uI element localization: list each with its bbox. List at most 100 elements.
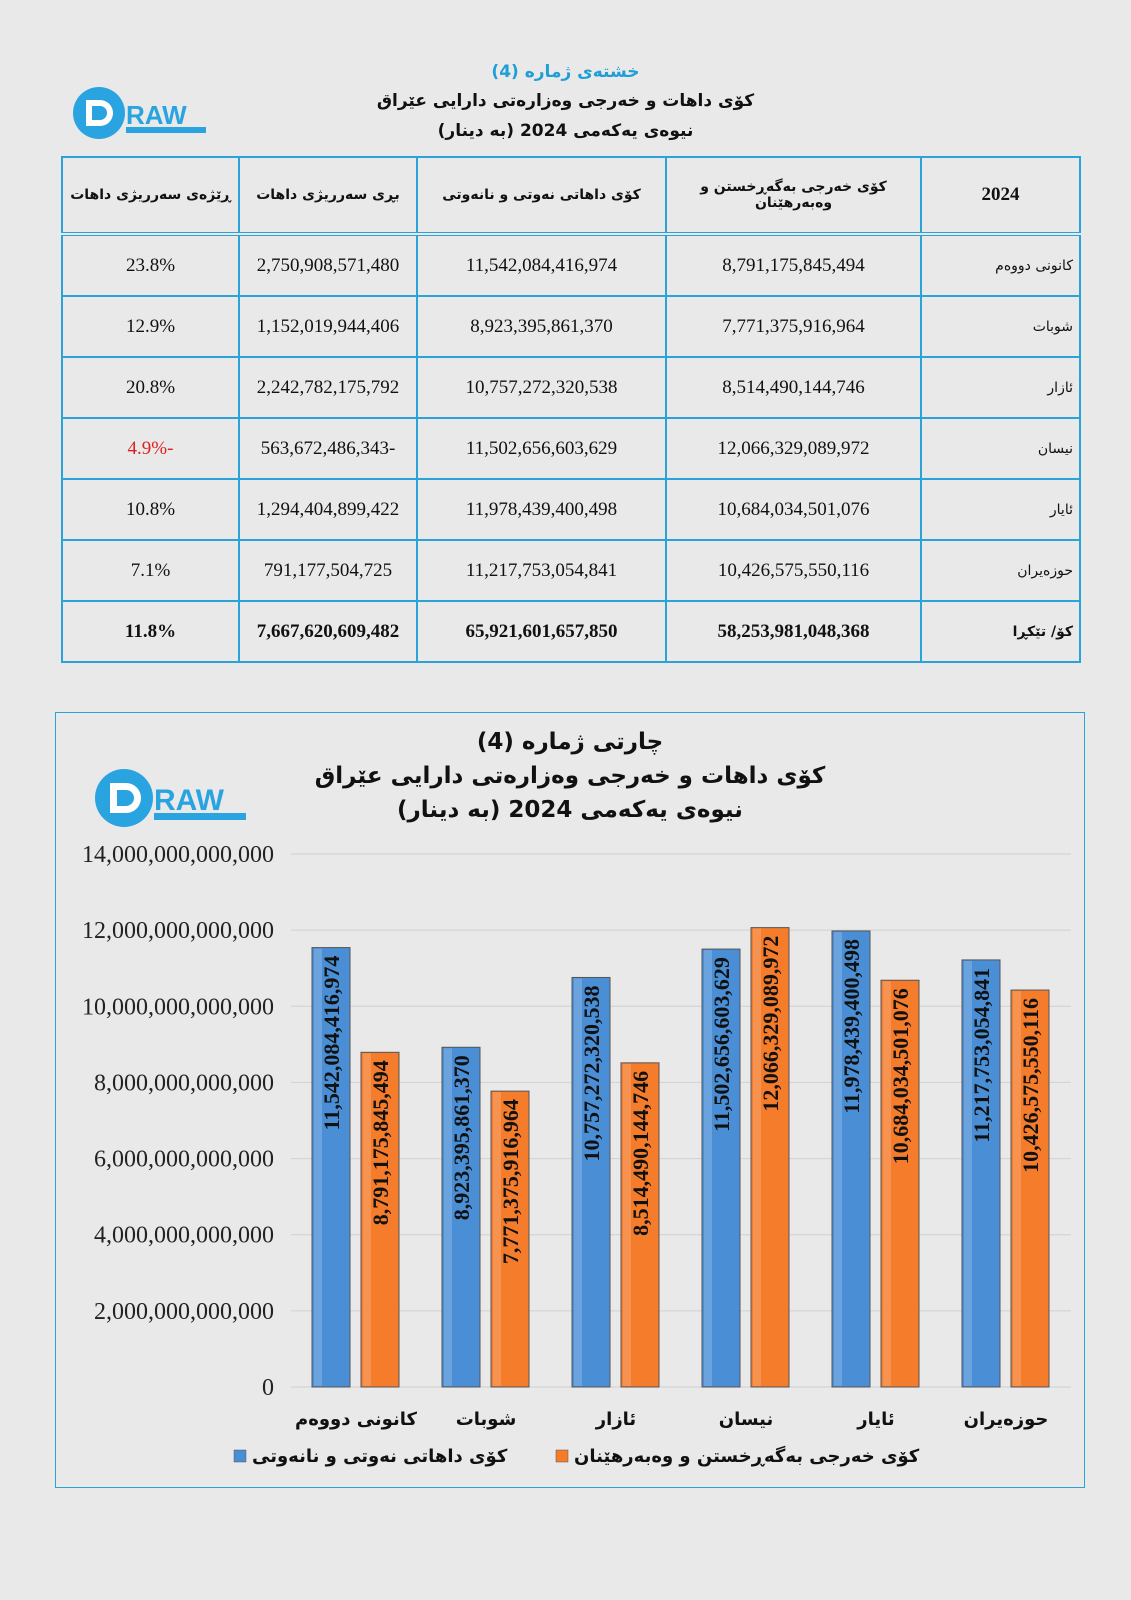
bar-value-label: 10,757,272,320,538 [579, 985, 604, 1161]
revenue-bar [831, 930, 871, 1388]
revenue-bar [441, 1046, 481, 1388]
expenditure-bar [620, 1062, 660, 1388]
chart-subtitle-period: نیوەی یەکەمی 2024 (بە دینار) [397, 797, 743, 823]
legend-swatch [233, 1449, 247, 1463]
svg-text:RAW: RAW [126, 100, 187, 130]
cell-surplus: 2,750,908,571,480 [238, 233, 418, 297]
cell-surplus: 7,667,620,609,482 [238, 600, 418, 663]
cell-ratio: 11.8% [61, 600, 240, 663]
expenditure-bar [750, 927, 790, 1388]
legend-swatch [555, 1449, 569, 1463]
cell-revenue: 11,978,439,400,498 [416, 478, 667, 541]
table-row: نیسان 12,066,329,089,972 11,502,656,603,62… [61, 417, 1081, 480]
cell-surplus: 2,242,782,175,792 [238, 356, 418, 419]
bar-highlight [883, 981, 891, 1386]
bar-highlight [623, 1063, 631, 1386]
table-total-row: کۆ/ تێکڕا 58,253,981,048,368 65,921,601,65… [61, 600, 1081, 663]
bar-value-label: 11,978,439,400,498 [839, 939, 864, 1114]
revenue-bar [571, 976, 611, 1388]
bar-value-label: 11,502,656,603,629 [709, 957, 734, 1132]
cell-ratio: 20.8% [61, 356, 240, 419]
bar-highlight [574, 978, 582, 1386]
x-category-label: ئازار [595, 1409, 636, 1430]
bar-highlight [1013, 991, 1021, 1386]
col-header-revenue: کۆی داهاتی نەوتی و نانەوتی [416, 156, 667, 236]
cell-expenditure: 10,684,034,501,076 [665, 478, 922, 541]
table-row: ئازار 8,514,490,144,746 10,757,272,320,538… [61, 356, 1081, 419]
cell-expenditure: 10,426,575,550,116 [665, 539, 922, 602]
y-tick-label: 2,000,000,000,000 [94, 1299, 274, 1325]
cell-surplus: 1,294,404,899,422 [238, 478, 418, 541]
cell-expenditure: 8,514,490,144,746 [665, 356, 922, 419]
cell-month: حوزەیران [920, 539, 1081, 602]
cell-ratio: -4.9% [61, 417, 240, 480]
bar-highlight [753, 928, 761, 1386]
y-tick-label: 12,000,000,000,000 [82, 918, 274, 944]
bar-chart: 0 2,000,000,000,000 4,000,000,000,000 6,000… [82, 842, 1071, 1467]
col-header-ratio: ڕێژەی سەرریژی داهات [61, 156, 240, 236]
table-header-row: 2024 کۆی خەرجی بەگەڕخستن و وەبەرهێنان کۆ… [61, 156, 1081, 236]
y-tick-label: 14,000,000,000,000 [82, 842, 274, 868]
table-row: حوزەیران 10,426,575,550,116 11,217,753,054… [61, 539, 1081, 602]
bar-value-label: 12,066,329,089,972 [758, 936, 783, 1112]
expenditure-bar [1010, 989, 1050, 1388]
cell-surplus: 791,177,504,725 [238, 539, 418, 602]
table-row: کانونی دووەم 8,791,175,845,494 11,542,084,… [61, 233, 1081, 297]
cell-expenditure: 8,791,175,845,494 [665, 233, 922, 297]
cell-ratio: 12.9% [61, 295, 240, 358]
cell-revenue: 10,757,272,320,538 [416, 356, 667, 419]
cell-expenditure: 12,066,329,089,972 [665, 417, 922, 480]
y-tick-label: 0 [262, 1375, 274, 1401]
revenue-bar [961, 959, 1001, 1388]
expenditure-bar [490, 1090, 530, 1388]
cell-revenue: 8,923,395,861,370 [416, 295, 667, 358]
col-header-surplus: بڕی سەرریژی داهات [238, 156, 418, 236]
cell-surplus: 1,152,019,944,406 [238, 295, 418, 358]
bar-value-label: 8,923,395,861,370 [449, 1055, 474, 1220]
y-tick-label: 6,000,000,000,000 [94, 1147, 274, 1173]
bar-highlight [964, 960, 972, 1386]
cell-surplus: -563,672,486,343 [238, 417, 418, 480]
bar-highlight [704, 950, 712, 1386]
bar-highlight [493, 1092, 501, 1386]
col-header-year: 2024 [920, 156, 1081, 236]
chart-subtitle: کۆی داهات و خەرجی وەزارەتی دارایی عێراق [314, 763, 826, 789]
x-category-label: شوبات [456, 1409, 517, 1430]
bar-value-label: 11,542,084,416,974 [319, 956, 344, 1131]
legend-label: کۆی خەرجی بەگەڕخستن و وەبەرهێنان [574, 1445, 920, 1467]
col-header-expenditure: کۆی خەرجی بەگەڕخستن و وەبەرهێنان [665, 156, 922, 236]
bar-value-label: 7,771,375,916,964 [498, 1099, 523, 1264]
cell-month: شوبات [920, 295, 1081, 358]
y-tick-label: 10,000,000,000,000 [82, 994, 274, 1020]
chart-container: چارتی ژمارە (4) کۆی داهات و خەرجی وەزارە… [55, 712, 1085, 1488]
bar-value-label: 10,426,575,550,116 [1018, 998, 1043, 1173]
cell-ratio: 7.1% [61, 539, 240, 602]
revenue-expenditure-table: 2024 کۆی خەرجی بەگەڕخستن و وەبەرهێنان کۆ… [61, 156, 1081, 663]
cell-expenditure: 58,253,981,048,368 [665, 600, 922, 663]
y-tick-label: 4,000,000,000,000 [94, 1223, 274, 1249]
x-category-label: کانونی دووەم [295, 1409, 417, 1430]
x-category-label: حوزەیران [964, 1409, 1049, 1430]
cell-revenue: 65,921,601,657,850 [416, 600, 667, 663]
bar-value-label: 11,217,753,054,841 [969, 968, 994, 1143]
cell-ratio: 10.8% [61, 478, 240, 541]
cell-month: کۆ/ تێکڕا [920, 600, 1081, 663]
bar-value-label: 8,514,490,144,746 [628, 1071, 653, 1236]
revenue-bar [311, 947, 351, 1388]
bar-highlight [834, 931, 842, 1386]
x-category-label: نیسان [719, 1409, 774, 1430]
svg-text:RAW: RAW [154, 784, 225, 817]
cell-month: کانونی دووەم [920, 233, 1081, 297]
bar-highlight [363, 1053, 371, 1386]
draw-logo: RAW [73, 87, 206, 139]
bar-value-label: 10,684,034,501,076 [888, 988, 913, 1164]
expenditure-bar [880, 979, 920, 1388]
expenditure-bar [360, 1051, 400, 1388]
cell-month: نیسان [920, 417, 1081, 480]
cell-month: ئازار [920, 356, 1081, 419]
table-row: ئایار 10,684,034,501,076 11,978,439,400,49… [61, 478, 1081, 541]
cell-revenue: 11,217,753,054,841 [416, 539, 667, 602]
bar-highlight [314, 948, 322, 1386]
table-title: کۆی داهات و خەرجی وەزارەتی دارایی عێراق [376, 91, 755, 111]
table-header: خشتەی ژمارە (4) کۆی داهات و خەرجی وەزارە… [0, 58, 1131, 146]
